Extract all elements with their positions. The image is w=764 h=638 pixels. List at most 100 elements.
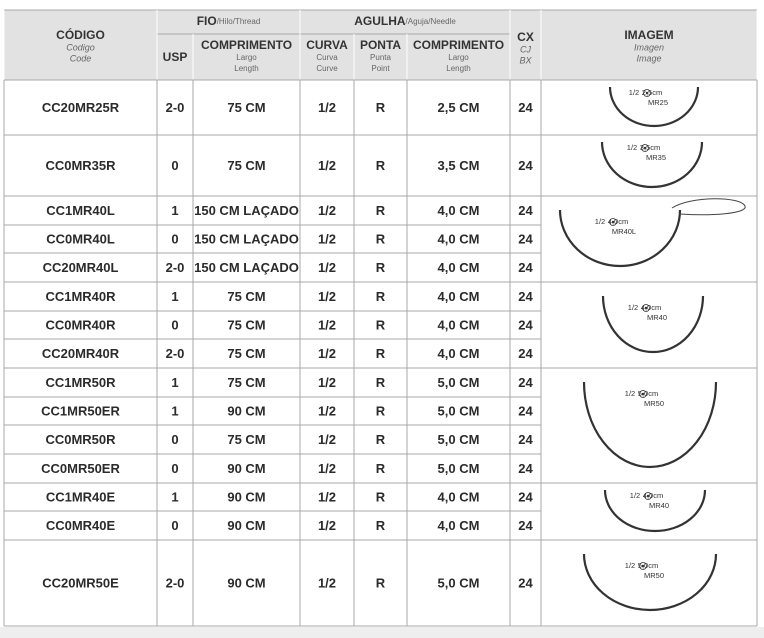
cell-text: 1/2 [318, 518, 336, 533]
needle-icon-dot [645, 91, 649, 95]
cell-text: 24 [518, 432, 533, 447]
needle-size: 5,0cm [638, 561, 658, 570]
needle-curve: 1/2 [630, 491, 640, 500]
cell-text: R [376, 461, 386, 476]
cell-text: 24 [518, 375, 533, 390]
cell-text: 4,0 CM [438, 260, 480, 275]
cell-text: 75 CM [227, 346, 265, 361]
needle [601, 295, 705, 354]
cell-text: 1/2 [318, 461, 336, 476]
cell-text: 2-0 [166, 100, 185, 115]
header-title: CURVA [306, 38, 348, 52]
cell-text: 1 [171, 203, 178, 218]
cell-text: 24 [518, 203, 533, 218]
needle [558, 209, 682, 268]
cell-text: 75 CM [227, 432, 265, 447]
cell-text: 1/2 [318, 432, 336, 447]
cell-text: 1 [171, 375, 178, 390]
cell-text: CC0MR40R [45, 317, 116, 332]
cell-text: R [376, 158, 386, 173]
cell-text: 0 [171, 432, 178, 447]
cell-text: 4,0 CM [438, 317, 480, 332]
header-en: Point [371, 64, 390, 73]
cell-text: R [376, 203, 386, 218]
cell-text: CC20MR40L [43, 260, 119, 275]
cell-text: 24 [518, 260, 533, 275]
header-usp: USP [163, 50, 188, 64]
cell-text: CC20MR50E [42, 575, 119, 590]
cell-text: 24 [518, 346, 533, 361]
needle-curve: 1/2 [629, 88, 639, 97]
cell-text: 1 [171, 489, 178, 504]
cell-text: R [376, 432, 386, 447]
cell-text: 75 CM [227, 375, 265, 390]
header-es: CJ [520, 44, 531, 54]
header-es: Curva [316, 53, 338, 62]
cell-text: R [376, 489, 386, 504]
header-es: Largo [448, 53, 469, 62]
footer-strip [0, 627, 764, 638]
header-group-sub: /Hilo/Thread [217, 17, 261, 26]
needle-icon [639, 562, 647, 570]
header-group: AGULHA/Aguja/Needle [354, 14, 456, 28]
needle-model: MR40L [612, 227, 636, 236]
needle-model: MR25 [648, 98, 668, 107]
header-title: COMPRIMENTO [201, 38, 292, 52]
needle-icon-dot [643, 146, 647, 150]
cell-text: R [376, 317, 386, 332]
header-en: Length [446, 64, 470, 73]
cell-text: CC1MR50ER [41, 403, 120, 418]
cell-text: 5,0 CM [438, 403, 480, 418]
cell-text: CC1MR40L [46, 203, 115, 218]
suture-loop [671, 198, 746, 216]
needle-icon [644, 492, 652, 500]
needle-model: MR40 [647, 313, 667, 322]
cell-text: R [376, 100, 386, 115]
header-es: Codigo [66, 42, 95, 52]
header-group-sub: /Aguja/Needle [406, 17, 457, 26]
cell-text: 1/2 [318, 575, 336, 590]
needle-size: 4,0cm [608, 217, 628, 226]
needle-curve: 1/2 [627, 143, 637, 152]
cell-text: CC0MR40E [46, 518, 116, 533]
cell-text: 1/2 [318, 231, 336, 246]
header-en: Code [70, 53, 92, 63]
cell-text: 1/2 [318, 203, 336, 218]
needle-model: MR35 [646, 153, 666, 162]
cell-text: CC1MR40R [45, 289, 116, 304]
needle-icon [639, 390, 647, 398]
cell-text: 2-0 [166, 575, 185, 590]
needle [582, 381, 718, 469]
needle-model: MR50 [644, 571, 664, 580]
header-title: IMAGEM [624, 28, 673, 42]
cell-text: 4,0 CM [438, 203, 480, 218]
needle-size: 3,5cm [640, 143, 660, 152]
needle-icon [641, 144, 649, 152]
cell-text: 24 [518, 317, 533, 332]
cell-text: 0 [171, 158, 178, 173]
needle-curve: 1/2 [625, 389, 635, 398]
cell-text: 1/2 [318, 100, 336, 115]
cell-text: R [376, 289, 386, 304]
needle-size: 5,0cm [638, 389, 658, 398]
cell-text: 75 CM [227, 100, 265, 115]
cell-text: 24 [518, 518, 533, 533]
cell-text: CC20MR40R [42, 346, 120, 361]
cell-text: R [376, 231, 386, 246]
cell-text: 4,0 CM [438, 489, 480, 504]
cell-text: R [376, 346, 386, 361]
cell-text: CC1MR50R [45, 375, 116, 390]
needle-model: MR40 [649, 501, 669, 510]
needle-size: 4,0cm [643, 491, 663, 500]
needle-curve: 1/2 [625, 561, 635, 570]
cell-text: 5,0 CM [438, 461, 480, 476]
cell-text: 75 CM [227, 158, 265, 173]
cell-text: 4,0 CM [438, 231, 480, 246]
cell-text: R [376, 518, 386, 533]
header-en: BX [519, 55, 532, 65]
header-title: CX [517, 30, 534, 44]
cell-text: CC0MR50ER [41, 461, 120, 476]
cell-text: R [376, 375, 386, 390]
needle [603, 489, 707, 533]
